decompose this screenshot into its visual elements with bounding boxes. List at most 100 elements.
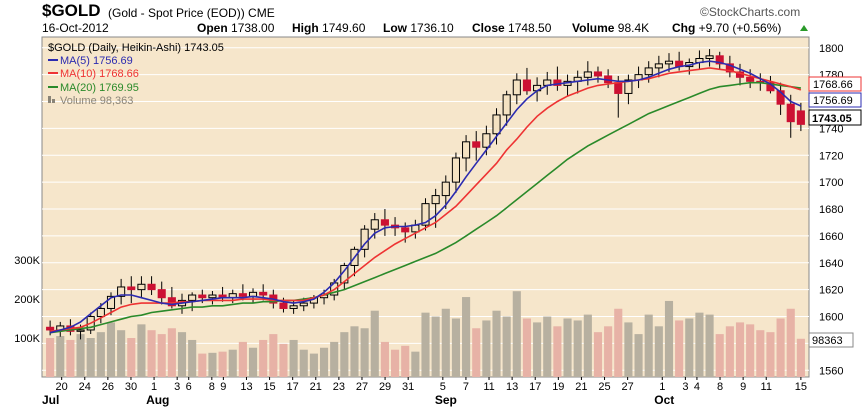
x-tick-label: 7	[463, 381, 469, 393]
volume-bar	[614, 308, 623, 377]
x-tick-label: 21	[575, 381, 587, 393]
volume-bar	[360, 328, 369, 377]
exchange-label: CME	[248, 6, 275, 20]
volume-bar	[401, 345, 410, 377]
candle-body	[614, 82, 623, 94]
volume-bar	[259, 339, 268, 377]
volume-bar	[269, 334, 278, 377]
candle-body	[472, 141, 481, 148]
volume-bar	[96, 332, 105, 377]
x-tick-label: 31	[402, 381, 414, 393]
high-stat: High 1749.60	[292, 21, 366, 35]
axes: 1560158016001620164016601680170017201740…	[14, 43, 843, 407]
candle-body	[46, 326, 55, 331]
candle-body	[746, 76, 755, 82]
volume-bar	[76, 334, 85, 377]
candle-body	[664, 60, 674, 65]
candle-body	[238, 293, 247, 297]
candle-body	[796, 110, 805, 125]
x-tick-label: 11	[483, 381, 494, 393]
volume-bar	[472, 328, 481, 377]
candle-body	[462, 141, 471, 159]
change-stat: Chg +9.70 (+0.56%)	[672, 21, 782, 35]
candle-body	[76, 329, 85, 332]
volume-bar	[502, 316, 511, 377]
volume-bar	[106, 322, 116, 377]
volume-bar	[624, 322, 633, 377]
ma10-line	[49, 67, 802, 333]
x-tick-label: 29	[379, 381, 391, 393]
volume-bar	[786, 308, 795, 377]
volume-bar	[86, 338, 95, 377]
chart-header: $GOLD (Gold - Spot Price (EOD)) CME ©Sto…	[0, 0, 867, 36]
volume-bar	[796, 338, 805, 377]
candle-body	[106, 295, 116, 309]
x-tick-label: 6	[186, 381, 192, 393]
volume-bar	[330, 341, 339, 377]
volume-bar	[127, 338, 136, 377]
price-tick-label: 1720	[819, 150, 843, 162]
candle-body	[96, 307, 105, 318]
x-tick-label: 8	[209, 381, 215, 393]
volume-bar	[411, 351, 420, 377]
open-stat: Open 1738.00	[197, 21, 275, 35]
x-tick-label: 17	[529, 381, 541, 393]
badge-close-text: 1743.05	[812, 113, 852, 125]
candle-body	[624, 79, 633, 94]
chart-date: 16-Oct-2012	[42, 21, 109, 35]
candle-body	[482, 133, 491, 148]
price-tick-label: 1700	[819, 177, 843, 189]
price-tick-label: 1740	[819, 123, 843, 135]
candle-body	[522, 79, 532, 92]
candle-body	[289, 305, 298, 309]
volume-bar	[756, 330, 765, 377]
candle-body	[188, 294, 197, 301]
volume-tick-label: 300K	[14, 255, 40, 267]
candle-body	[451, 157, 460, 183]
volume-bar	[776, 318, 785, 377]
candle-body	[147, 283, 156, 291]
x-tick-label: 23	[333, 381, 345, 393]
volume-bar	[46, 338, 55, 377]
close-stat: Close 1748.50	[472, 21, 552, 35]
volume-bar	[147, 330, 156, 377]
volume-bar	[685, 318, 694, 377]
candle-body	[167, 297, 176, 307]
legend: $GOLD (Daily, Heikin-Ashi) 1743.05 MA(5)…	[48, 42, 224, 107]
volume-bar	[188, 339, 197, 377]
candle-body	[259, 291, 268, 296]
volume-bar	[746, 324, 755, 377]
candle-body	[593, 71, 603, 77]
candle-body	[137, 283, 146, 291]
x-tick-label: 15	[263, 381, 275, 393]
candle-body	[583, 71, 592, 78]
badge-ma10	[808, 76, 862, 92]
volume-bar	[228, 349, 237, 377]
x-tick-label: 1	[659, 381, 665, 393]
volume-bar	[695, 312, 704, 377]
volume-bars	[46, 291, 805, 377]
legend-ma10: MA(10) 1768.66	[60, 68, 139, 80]
volume-bar	[319, 347, 329, 377]
volume-bar	[583, 314, 592, 377]
volume-bar	[137, 324, 146, 377]
candle-body	[370, 219, 379, 230]
legend-ma5: MA(5) 1756.69	[60, 55, 133, 67]
month-label: Sep	[435, 393, 457, 407]
volume-tick-label: 100K	[14, 333, 40, 345]
volume-bar	[553, 326, 562, 377]
volume-bar	[715, 334, 724, 377]
badge-ma5	[808, 92, 862, 108]
x-tick-label: 9	[740, 381, 746, 393]
volume-bar	[563, 318, 572, 377]
volume-bar	[177, 332, 187, 377]
volume-bar	[593, 332, 603, 377]
x-tick-label: 26	[102, 381, 114, 393]
candle-body	[644, 67, 653, 76]
volume-bar	[664, 300, 674, 377]
candle-body	[117, 286, 126, 297]
x-tick-label: 13	[240, 381, 252, 393]
volume-stat: Volume 98.4K	[572, 21, 650, 35]
badge-ma10-text: 1768.66	[813, 79, 853, 91]
volume-bar	[431, 316, 440, 377]
